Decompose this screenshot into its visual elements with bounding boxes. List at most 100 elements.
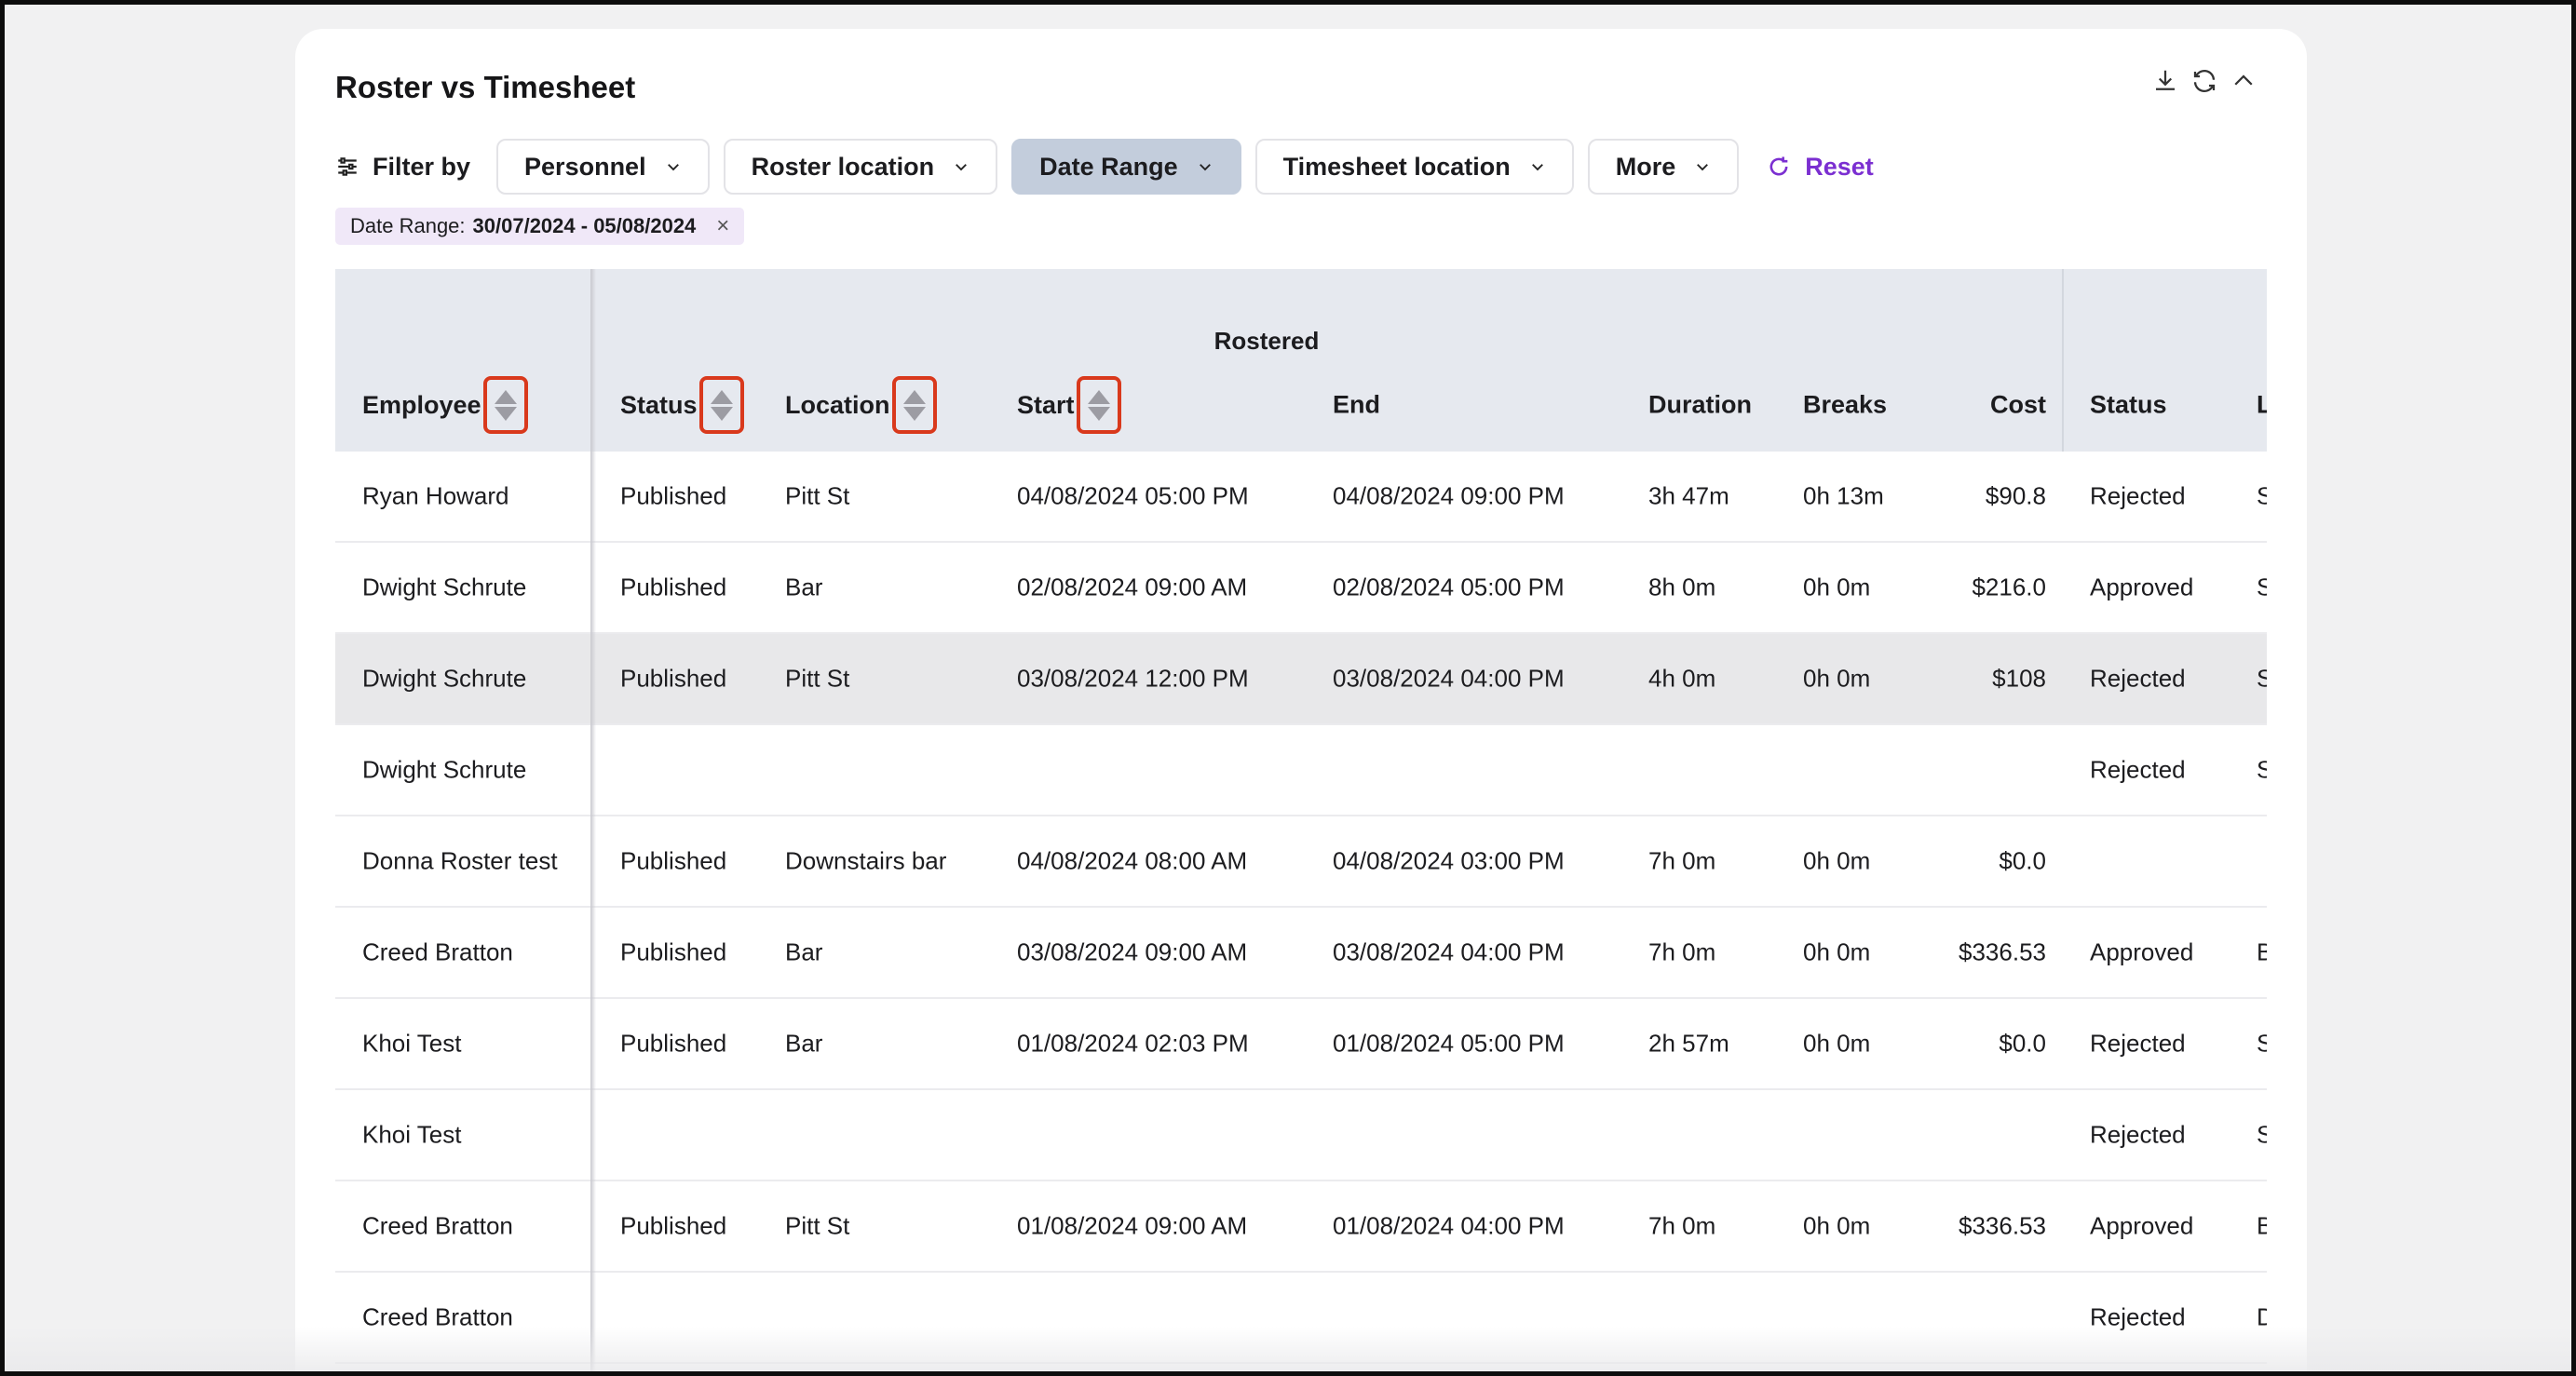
cell-ts-status: Rejected <box>2090 1302 2186 1331</box>
cell-end: 04/08/2024 09:00 PM <box>1333 481 1565 510</box>
filter-timesheet-location-button[interactable]: Timesheet location <box>1254 139 1574 195</box>
chevron-down-icon <box>1199 164 1211 171</box>
cell-breaks: 0h 0m <box>1803 938 1871 966</box>
cell-duration: 7h 0m <box>1648 938 1716 966</box>
table-row[interactable]: Khoi Test Published Bar 01/08/2024 02:03 PM… <box>335 999 2267 1090</box>
cell-employee: Donna Roster test <box>362 846 558 875</box>
cell-duration: 8h 0m <box>1648 573 1716 601</box>
cell-location: Pitt St <box>785 1211 850 1240</box>
filter-more-button[interactable]: More <box>1587 139 1740 195</box>
cell-employee: Khoi Test <box>362 1029 462 1058</box>
cell-ts-location: D <box>2257 1303 2267 1332</box>
cell-end: 01/08/2024 05:00 PM <box>1333 1029 1565 1058</box>
cell-employee: Dwight Schrute <box>362 573 527 601</box>
cell-breaks: 0h 0m <box>1803 846 1871 875</box>
filter-roster-location-button[interactable]: Roster location <box>723 139 998 195</box>
table-row[interactable]: Dwight Schrute Published Pitt St 03/08/2024… <box>335 634 2267 725</box>
filter-sliders-icon <box>338 157 357 176</box>
cell-ts-location: S <box>2257 665 2267 694</box>
cell-location: Bar <box>785 1029 823 1058</box>
chevron-down-icon <box>667 164 679 171</box>
cell-end: 01/08/2024 04:00 PM <box>1333 1211 1565 1240</box>
cell-location: Downstairs bar <box>785 846 947 875</box>
col-header-status[interactable]: Status <box>620 376 744 434</box>
download-icon[interactable] <box>2150 66 2180 96</box>
cell-start: 04/08/2024 05:00 PM <box>1017 481 1249 510</box>
cell-end: 04/08/2024 03:00 PM <box>1333 846 1565 875</box>
cell-status: Published <box>620 481 727 510</box>
col-header-location[interactable]: Location <box>785 376 937 434</box>
filter-personnel-button[interactable]: Personnel <box>496 139 710 195</box>
table-row[interactable]: Donna Roster test Published Downstairs bar… <box>335 816 2267 908</box>
cell-ts-status: Rejected <box>2090 1120 2186 1149</box>
reset-button[interactable]: Reset <box>1766 153 1874 182</box>
col-header-timesheet-status[interactable]: Status <box>2090 390 2167 419</box>
cell-location: Pitt St <box>785 481 850 510</box>
bottom-fade <box>5 1327 2571 1371</box>
cell-status: Published <box>620 664 727 693</box>
cell-cost: $0.0 <box>1999 846 2046 875</box>
cell-breaks: 0h 13m <box>1803 481 1884 510</box>
table-row[interactable]: Dwight Schrute Rejected S <box>335 725 2267 816</box>
col-header-breaks[interactable]: Breaks <box>1803 390 1888 419</box>
cell-employee: Khoi Test <box>362 1120 462 1149</box>
filter-by-label: Filter by <box>335 153 470 182</box>
chevron-down-icon <box>1697 164 1709 171</box>
table-row[interactable]: Khoi Test Rejected S <box>335 1090 2267 1181</box>
table-row[interactable]: Dwight Schrute Published Bar 02/08/2024 09:… <box>335 543 2267 634</box>
group-header-rostered: Rostered <box>1213 327 1320 355</box>
report-card: Roster vs Timesheet Filter by Personnel <box>295 29 2307 1371</box>
card-toolbar <box>2150 66 2258 96</box>
cell-duration: 7h 0m <box>1648 1211 1716 1240</box>
sort-location-button[interactable] <box>891 376 937 434</box>
cell-start: 03/08/2024 09:00 AM <box>1017 938 1248 966</box>
col-header-start[interactable]: Start <box>1017 376 1121 434</box>
cell-breaks: 0h 0m <box>1803 1029 1871 1058</box>
cell-employee: Ryan Howard <box>362 481 509 510</box>
cell-employee: Dwight Schrute <box>362 755 527 784</box>
cell-ts-status: Rejected <box>2090 481 2186 510</box>
roster-timesheet-table: Rostered Employee Status Location Start <box>335 269 2267 1371</box>
sticky-column-shadow <box>590 269 596 1371</box>
sort-start-button[interactable] <box>1076 376 1121 434</box>
cell-cost: $108 <box>1992 664 2046 693</box>
sort-status-button[interactable] <box>698 376 744 434</box>
sort-employee-button[interactable] <box>482 376 528 434</box>
table-row[interactable]: Creed Bratton Published Bar 03/08/2024 09:0… <box>335 908 2267 999</box>
chevron-up-icon[interactable] <box>2229 66 2258 96</box>
chevron-down-icon <box>1531 164 1543 171</box>
col-header-duration[interactable]: Duration <box>1648 390 1752 419</box>
cell-status: Published <box>620 1211 727 1240</box>
cell-employee: Creed Bratton <box>362 1211 513 1240</box>
col-header-timesheet-location[interactable]: L <box>2257 391 2267 420</box>
cell-end: 03/08/2024 04:00 PM <box>1333 664 1565 693</box>
cell-ts-status: Rejected <box>2090 755 2186 784</box>
cell-status: Published <box>620 846 727 875</box>
cell-ts-location: S <box>2257 482 2267 511</box>
cell-ts-status: Approved <box>2090 573 2194 601</box>
cell-ts-status: Approved <box>2090 1211 2194 1240</box>
column-divider <box>2062 269 2064 452</box>
cell-status: Published <box>620 1029 727 1058</box>
refresh-icon[interactable] <box>2190 66 2219 96</box>
cell-duration: 4h 0m <box>1648 664 1716 693</box>
cell-employee: Dwight Schrute <box>362 664 527 693</box>
cell-ts-status: Rejected <box>2090 1029 2186 1058</box>
cell-start: 02/08/2024 09:00 AM <box>1017 573 1248 601</box>
cell-breaks: 0h 0m <box>1803 573 1871 601</box>
page-title: Roster vs Timesheet <box>335 70 636 104</box>
filter-date-range-button[interactable]: Date Range <box>1011 139 1241 195</box>
cell-location: Pitt St <box>785 664 850 693</box>
cell-ts-location: S <box>2257 1121 2267 1150</box>
cell-duration: 2h 57m <box>1648 1029 1729 1058</box>
cell-start: 04/08/2024 08:00 AM <box>1017 846 1248 875</box>
cell-status: Published <box>620 938 727 966</box>
col-header-end[interactable]: End <box>1333 390 1380 419</box>
col-header-cost[interactable]: Cost <box>1990 390 2046 419</box>
chevron-down-icon <box>956 164 968 171</box>
close-icon[interactable]: × <box>716 213 730 238</box>
table-row[interactable]: Creed Bratton Published Pitt St 01/08/2024 … <box>335 1181 2267 1273</box>
cell-breaks: 0h 0m <box>1803 1211 1871 1240</box>
col-header-employee[interactable]: Employee <box>362 376 528 434</box>
table-row[interactable]: Ryan Howard Published Pitt St 04/08/2024 05… <box>335 452 2267 543</box>
